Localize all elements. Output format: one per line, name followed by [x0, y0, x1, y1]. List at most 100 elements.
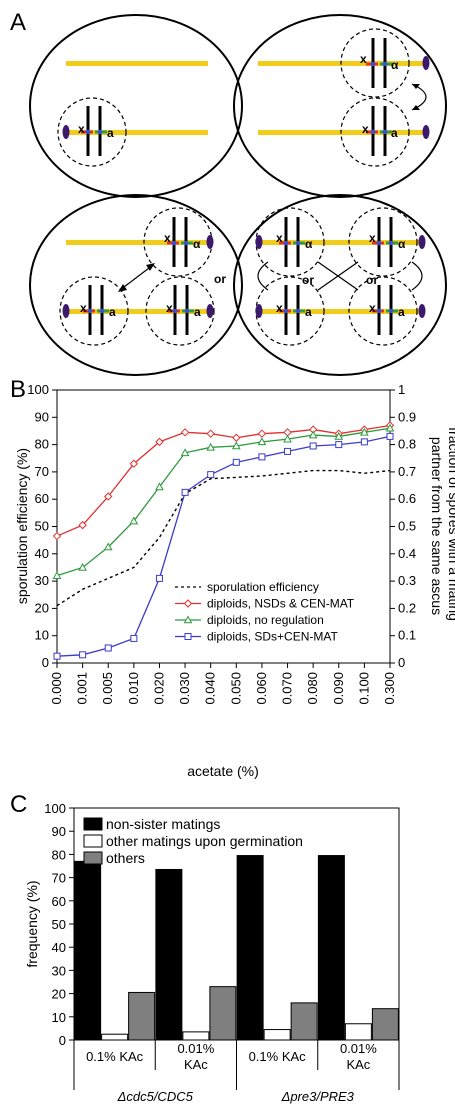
y-tick-label: 80	[52, 847, 66, 862]
y2-tick-label: 0.5	[398, 519, 416, 534]
allele-label-x: x	[78, 122, 85, 136]
allele-label-x: x	[166, 301, 173, 315]
line-series	[52, 421, 395, 660]
y2-tick-label: 0.6	[398, 491, 416, 506]
nucleus	[145, 276, 215, 346]
category-label: KAc	[346, 1057, 370, 1072]
data-point	[257, 437, 267, 446]
data-point	[308, 430, 318, 439]
data-point	[155, 574, 163, 582]
allele-label-a: a	[109, 305, 116, 319]
bar	[263, 1029, 291, 1041]
chromosome-bar	[66, 61, 208, 66]
legend-label: other matings upon germination	[106, 833, 303, 849]
y-axis-c: 0 10 20 30 40 50 60 70 80 90 100	[44, 801, 74, 1048]
allele-label-x: x	[369, 301, 376, 315]
allele-label-alpha: α	[193, 237, 201, 251]
data-point	[52, 531, 62, 541]
arrow-head	[412, 105, 420, 110]
data-point	[183, 599, 193, 608]
allele-label-x: x	[369, 231, 376, 245]
x-axis: 0.000 0.001 0.005 0.010 0.020 0.030 0.040 0.050…	[49, 663, 397, 705]
y2-tick-label: 0.4	[398, 546, 416, 561]
spindle-pole-body	[62, 125, 70, 139]
data-point	[104, 644, 112, 652]
data-point	[183, 615, 193, 624]
data-point	[386, 432, 394, 440]
or-label: or	[366, 273, 378, 287]
spindle-pole-body	[255, 304, 263, 318]
nucleus	[57, 97, 127, 167]
data-point	[360, 427, 369, 436]
x-tick-label: 0.090	[331, 672, 346, 705]
panel-c: C 0 10 20 30 40 50 60 70 80 90 100 non-sister mati…	[10, 791, 400, 1104]
chromosome-bar	[66, 130, 208, 135]
y-tick-label: 50	[52, 917, 66, 932]
y-tick-label: 50	[35, 519, 49, 534]
panel-b: B 0 10 20 30 40 50 60 70 80 90 100 0 0.1 0.2 0.3 0.4 0.…	[10, 376, 455, 779]
bar	[290, 1002, 318, 1041]
y-axis-title-left: sporulation efficiency (%)	[14, 448, 30, 604]
ascus-wall	[233, 14, 447, 198]
data-point	[129, 516, 139, 525]
mating-arrow	[119, 264, 154, 291]
y2-tick-label: 0.2	[398, 600, 416, 615]
x-tick-label: 0.060	[254, 672, 269, 705]
allele-label-alpha: α	[305, 237, 313, 251]
legend-label: diploids, no regulation	[207, 613, 324, 627]
data-point	[181, 488, 189, 496]
y2-tick-label: 0.9	[398, 409, 416, 424]
x-tick-label: 0.030	[177, 672, 192, 705]
y-tick-label: 20	[52, 987, 66, 1002]
y-tick-label: 70	[52, 871, 66, 886]
nucleus	[348, 207, 418, 277]
legend-label: diploids, NSDs & CEN-MAT	[207, 597, 355, 611]
allele-label-x: x	[276, 231, 283, 245]
allele-label-x: x	[362, 122, 369, 136]
bar	[344, 1023, 372, 1041]
mating-arrow	[411, 83, 427, 111]
x-tick-label: 0.020	[151, 672, 166, 705]
data-point	[206, 429, 215, 438]
mating-arrow	[411, 261, 423, 291]
y-axis-title-c: frequency (%)	[24, 880, 40, 967]
legend-label: others	[106, 850, 145, 866]
category-label: 0.01%	[340, 1041, 377, 1056]
x-tick-label: 0.070	[280, 672, 295, 705]
y-tick-label: 100	[44, 801, 66, 816]
bar	[209, 986, 237, 1041]
panel-letter-c: C	[10, 791, 27, 818]
legend-swatch	[83, 834, 103, 848]
chromosome-bar	[258, 240, 424, 245]
nucleus	[59, 276, 129, 346]
panel-letter-a: A	[10, 9, 26, 36]
left-y-axis: 0 10 20 30 40 50 60 70 80 90 100	[27, 382, 57, 670]
nucleus	[348, 276, 418, 346]
data-point	[385, 423, 395, 432]
x-tick-label: 0.050	[228, 672, 243, 705]
data-point	[129, 459, 139, 468]
spindle-pole-body	[422, 56, 430, 70]
data-point	[104, 492, 113, 501]
y-tick-label: 0	[59, 1033, 66, 1048]
y-tick-label: 30	[35, 573, 49, 588]
y-tick-label: 40	[35, 546, 49, 561]
data-point	[232, 433, 241, 442]
bar	[371, 1008, 399, 1041]
data-point	[155, 437, 164, 447]
x-tick-label: 0.010	[126, 672, 141, 705]
y2-tick-label: 0	[398, 655, 405, 670]
y-tick-label: 0	[42, 655, 49, 670]
legend-b: sporulation efficiency diploids, NSDs & C…	[175, 580, 355, 644]
data-point	[130, 634, 138, 642]
data-point	[334, 431, 344, 440]
bar-series	[74, 855, 399, 1041]
panel-letter-b: B	[10, 376, 26, 403]
group-label: Δcdc5/CDC5	[117, 1089, 194, 1104]
x-tick-label: 0.001	[75, 672, 90, 705]
y-tick-label: 90	[52, 824, 66, 839]
allele-label-x: x	[276, 301, 283, 315]
y-tick-label: 80	[35, 437, 49, 452]
allele-label-a: a	[391, 126, 398, 140]
arrow-head	[118, 284, 127, 292]
